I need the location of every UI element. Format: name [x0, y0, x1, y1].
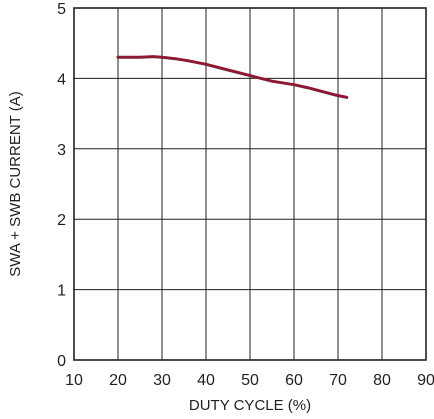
x-tick-label: 10	[65, 372, 83, 389]
x-axis-title: DUTY CYCLE (%)	[189, 397, 311, 414]
y-tick-label: 1	[57, 283, 66, 300]
x-tick-label: 20	[109, 372, 127, 389]
x-tick-label: 60	[285, 372, 303, 389]
y-tick-labels: 0 1 2 3 4 5	[57, 1, 66, 370]
x-tick-label: 50	[241, 372, 259, 389]
y-tick-label: 3	[57, 142, 66, 159]
series-layer	[116, 55, 349, 99]
series-line	[116, 55, 349, 99]
x-tick-label: 40	[197, 372, 215, 389]
x-tick-label: 30	[153, 372, 171, 389]
x-tick-label: 80	[373, 372, 391, 389]
y-axis-title: SWA + SWB CURRENT (A)	[7, 91, 24, 276]
x-tick-label: 90	[417, 372, 434, 389]
chart-grid	[74, 8, 426, 360]
x-tick-labels: 10 20 30 40 50 60 70 80 90	[65, 372, 434, 389]
plot-frame	[73, 7, 427, 361]
y-tick-label: 4	[57, 71, 66, 88]
y-tick-label: 5	[57, 1, 66, 18]
x-tick-label: 70	[329, 372, 347, 389]
y-tick-label: 0	[57, 353, 66, 370]
y-tick-label: 2	[57, 212, 66, 229]
